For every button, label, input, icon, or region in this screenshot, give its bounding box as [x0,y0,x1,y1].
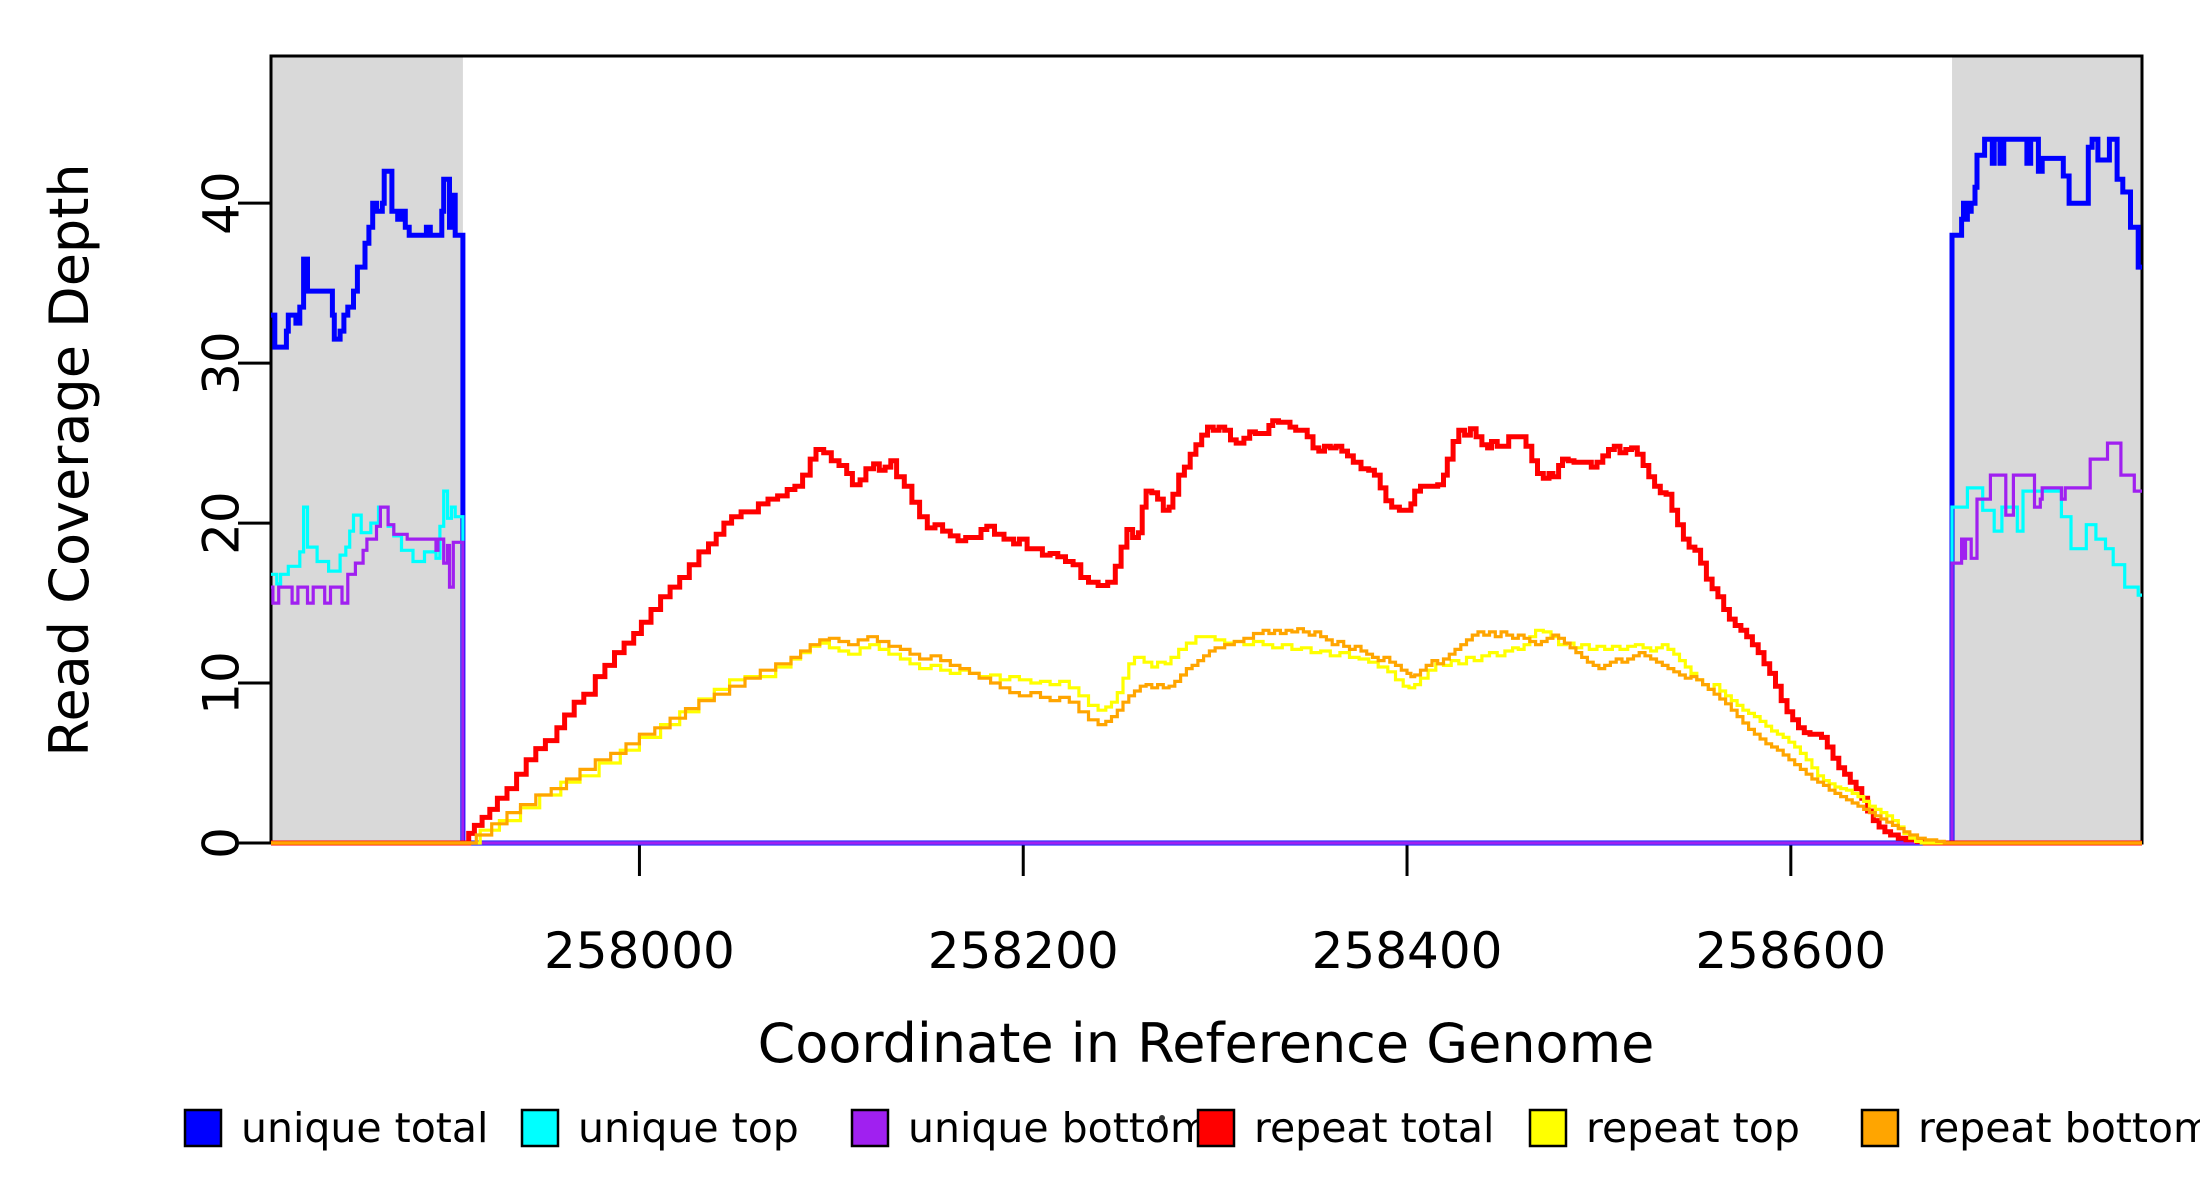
x-tick-label: 258400 [1312,922,1503,980]
legend-label: repeat top [1586,1104,1800,1152]
series-repeat-total [271,418,2142,846]
legend-label: unique bottom [908,1104,1210,1152]
x-axis-title: Coordinate in Reference Genome [758,1012,1655,1075]
legend-item-unique-top: unique top [520,1104,799,1152]
shaded-flank-regions [271,56,2142,843]
data-series-lines [271,136,2142,846]
legend-item-unique-total: unique total [183,1104,488,1152]
legend-swatch [1528,1108,1568,1148]
y-tick-label: 40 [193,171,251,235]
series-unique-top [271,486,2142,845]
legend-swatch [520,1108,560,1148]
y-axis-title: Read Coverage Depth [38,163,101,756]
stray-dot-mark [1159,1115,1165,1121]
legend-label: unique top [578,1104,799,1152]
x-tick-label: 258600 [1695,922,1886,980]
shaded-region [1952,56,2142,843]
legend-swatch [850,1108,890,1148]
legend-label: repeat bottom [1918,1104,2200,1152]
legend-item-unique-bottom: unique bottom [850,1104,1210,1152]
y-tick-label: 0 [193,827,251,859]
plot-frame [269,54,2144,845]
legend-swatch [1860,1108,1900,1148]
y-tick-label: 30 [193,331,251,395]
x-tick-label: 258000 [544,922,735,980]
series-repeat-top [271,628,2142,845]
x-tick-label: 258200 [928,922,1119,980]
legend-item-repeat-total: repeat total [1196,1104,1494,1152]
series-unique-bottom [271,441,2142,845]
y-tick-label: 10 [193,651,251,715]
legend-swatch [1196,1108,1236,1148]
legend-label: unique total [241,1104,488,1152]
legend-label: repeat total [1254,1104,1494,1152]
series-repeat-bottom [271,627,2142,845]
legend-item-repeat-top: repeat top [1528,1104,1800,1152]
legend-swatch [183,1108,223,1148]
legend-item-repeat-bottom: repeat bottom [1860,1104,2200,1152]
legend: unique total unique top unique bottom repea… [183,1104,2200,1152]
series-unique-total [271,136,2142,846]
axis-ticks: 258000 258200 258400 258600 0 10 20 30 40 [193,171,1887,980]
y-tick-label: 20 [193,491,251,555]
shaded-region [271,56,463,843]
